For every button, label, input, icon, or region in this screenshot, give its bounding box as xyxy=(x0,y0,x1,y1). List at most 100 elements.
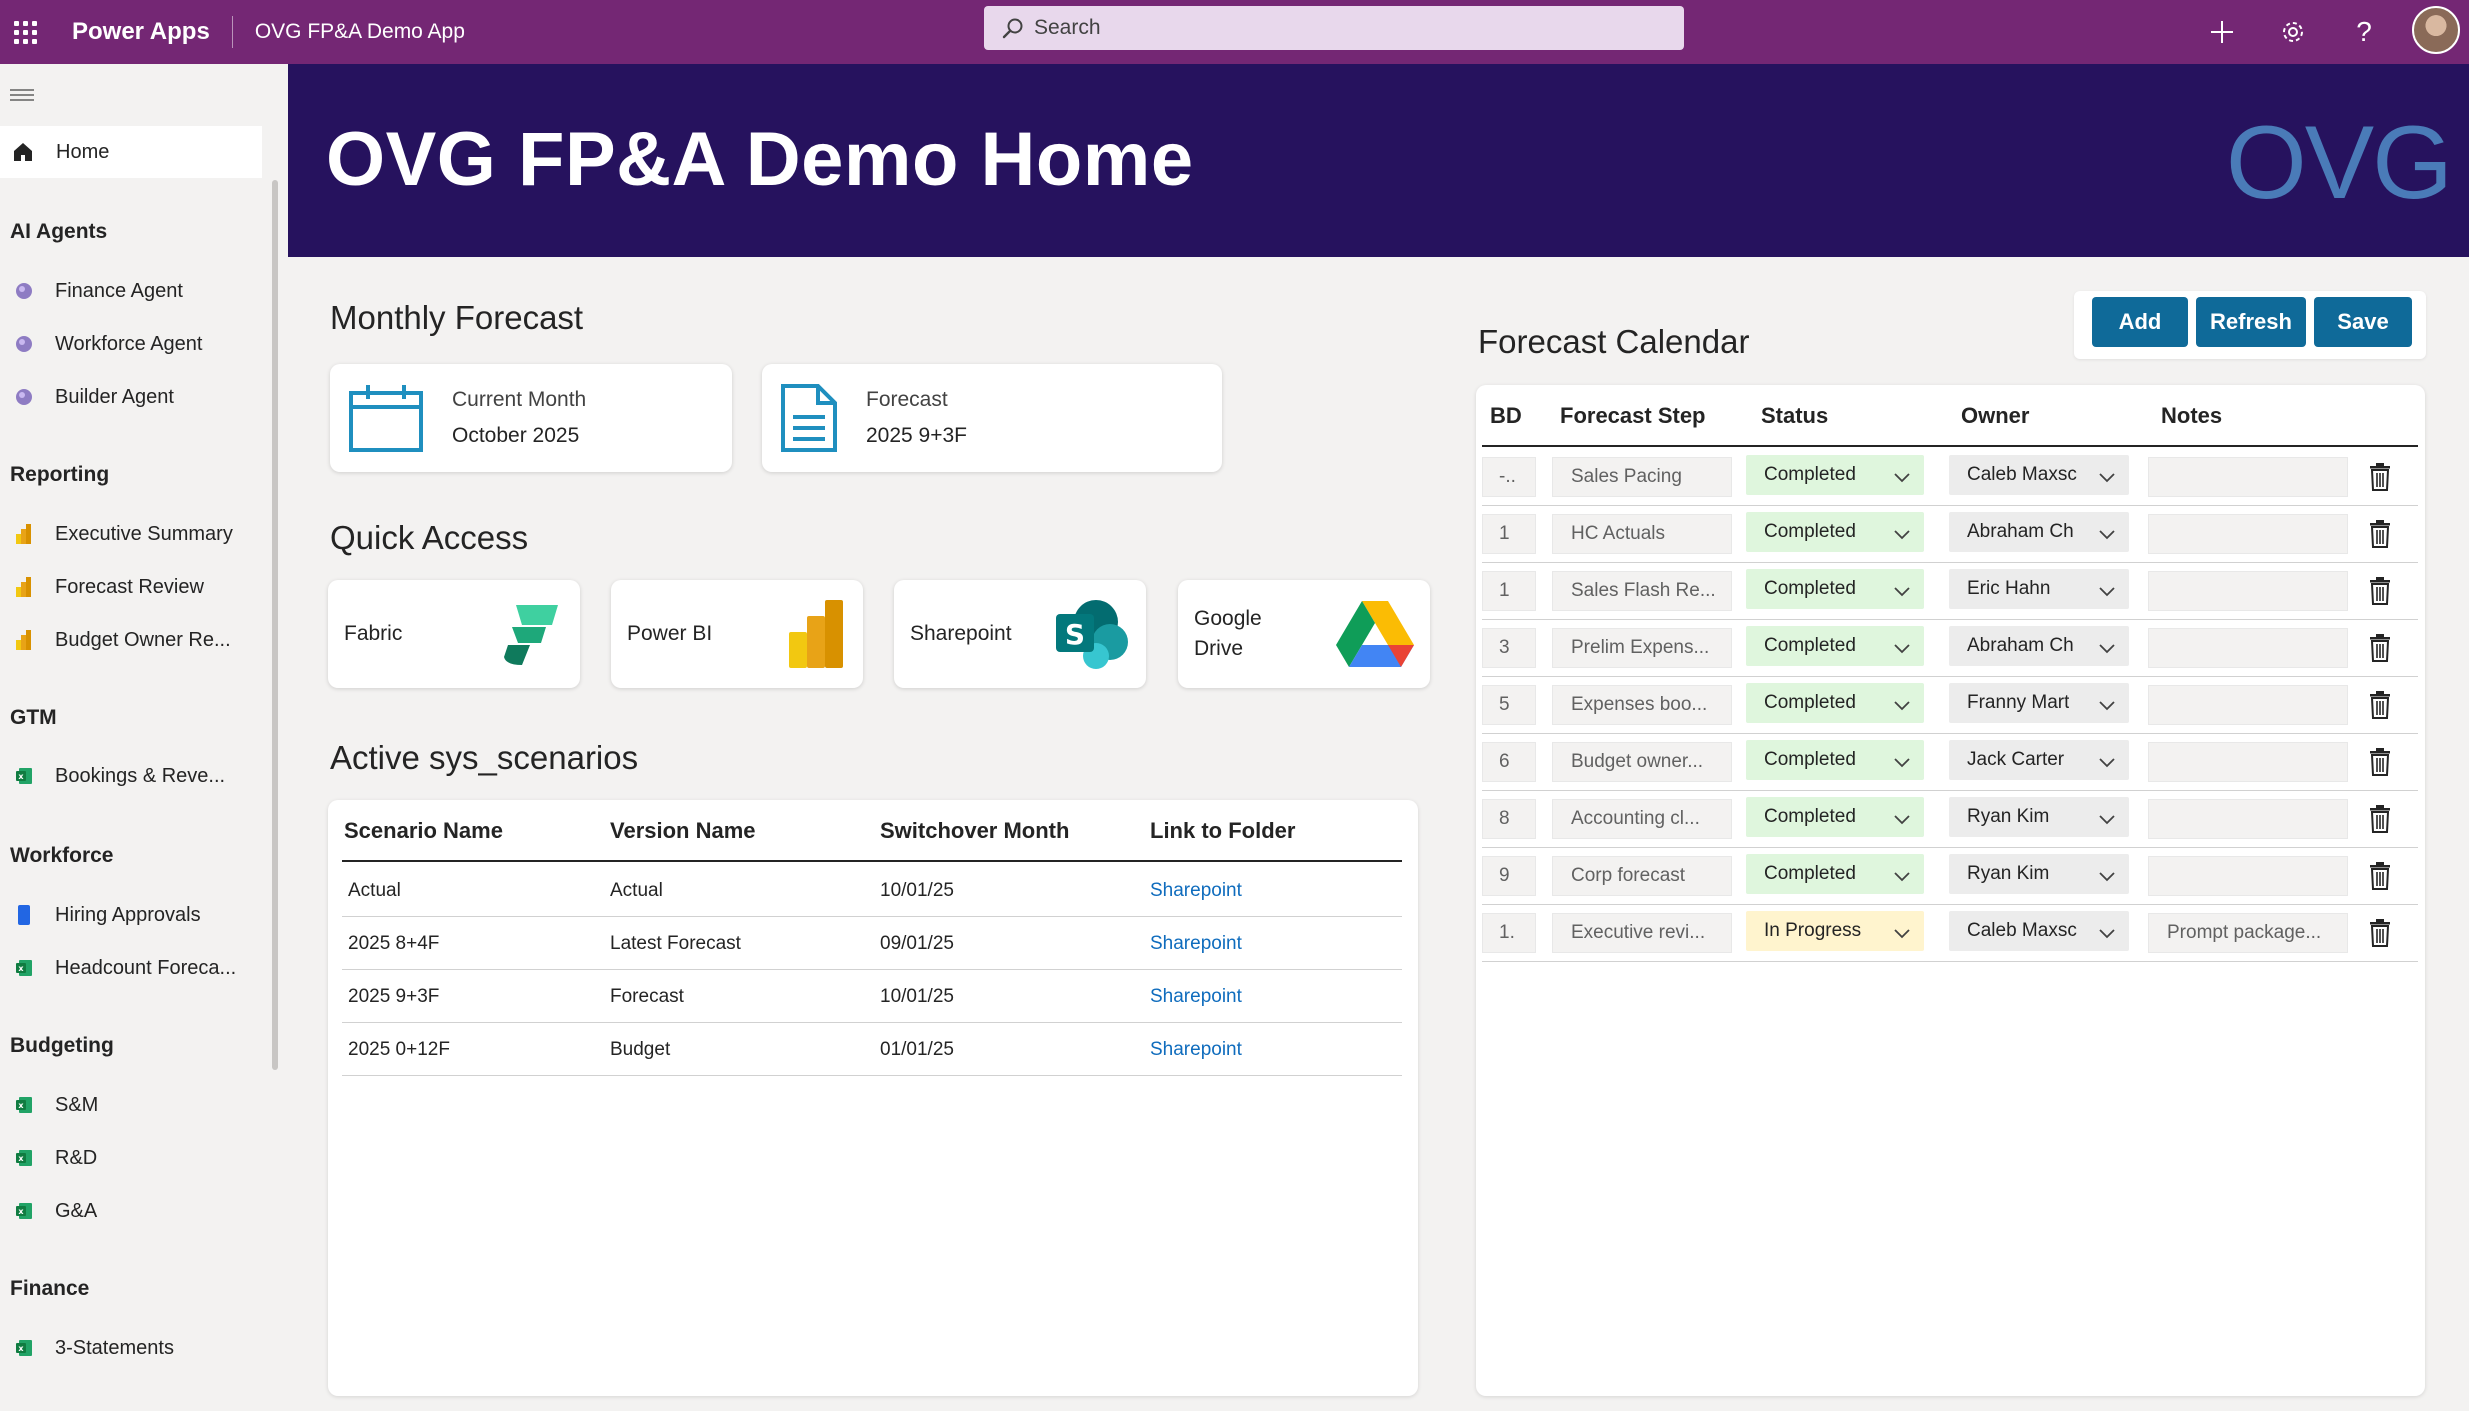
bd-field[interactable]: -.. xyxy=(1482,457,1536,497)
sidebar-item-workforce-agent[interactable]: Workforce Agent xyxy=(0,322,262,366)
notes-field[interactable] xyxy=(2148,571,2348,611)
trash-icon[interactable] xyxy=(2369,520,2391,553)
sidebar-item-budget-owner-review[interactable]: Budget Owner Re... xyxy=(0,618,262,662)
help-icon[interactable]: ? xyxy=(2356,16,2372,47)
status-dropdown[interactable]: Completed xyxy=(1746,740,1924,780)
column-header[interactable]: Version Name xyxy=(610,818,756,843)
trash-icon[interactable] xyxy=(2369,919,2391,952)
table-row[interactable]: 2025 0+12F Budget 01/01/25 Sharepoint xyxy=(342,1023,1402,1076)
forecast-step-field[interactable]: Prelim Expens... xyxy=(1552,628,1732,668)
owner-dropdown[interactable]: Abraham Ch xyxy=(1949,512,2129,552)
search-input[interactable]: Search xyxy=(984,6,1684,50)
refresh-button[interactable]: Refresh xyxy=(2196,297,2306,347)
table-row[interactable]: 6 Budget owner... Completed Jack Carter xyxy=(1482,734,2418,791)
owner-dropdown[interactable]: Abraham Ch xyxy=(1949,626,2129,666)
table-row[interactable]: 2025 9+3F Forecast 10/01/25 Sharepoint xyxy=(342,970,1402,1023)
column-header[interactable]: Scenario Name xyxy=(344,818,503,843)
table-row[interactable]: 1 Sales Flash Re... Completed Eric Hahn xyxy=(1482,563,2418,620)
sidebar-item-forecast-review[interactable]: Forecast Review xyxy=(0,565,262,609)
owner-dropdown[interactable]: Eric Hahn xyxy=(1949,569,2129,609)
trash-icon[interactable] xyxy=(2369,805,2391,838)
avatar[interactable] xyxy=(2412,6,2460,54)
sidebar-item-finance-agent[interactable]: Finance Agent xyxy=(0,269,262,313)
table-row[interactable]: 5 Expenses boo... Completed Franny Mart xyxy=(1482,677,2418,734)
notes-field[interactable] xyxy=(2148,457,2348,497)
quick-access-fabric[interactable]: Fabric xyxy=(328,580,580,688)
gear-icon[interactable] xyxy=(2265,0,2321,64)
hamburger-icon[interactable] xyxy=(10,88,34,102)
quick-access-google-drive[interactable]: Google Drive xyxy=(1178,580,1430,688)
sidebar-item-3-statements[interactable]: x 3-Statements xyxy=(0,1326,262,1370)
sidebar-item-bookings-revenue[interactable]: x Bookings & Reve... xyxy=(0,754,262,798)
column-header[interactable]: Forecast Step xyxy=(1560,403,1706,428)
column-header[interactable]: Status xyxy=(1761,403,1829,428)
trash-icon[interactable] xyxy=(2369,463,2391,496)
forecast-step-field[interactable]: HC Actuals xyxy=(1552,514,1732,554)
trash-icon[interactable] xyxy=(2369,862,2391,895)
sidebar-item-headcount-forecast[interactable]: x Headcount Foreca... xyxy=(0,946,262,990)
notes-field[interactable] xyxy=(2148,685,2348,725)
table-row[interactable]: 9 Corp forecast Completed Ryan Kim xyxy=(1482,848,2418,905)
table-row[interactable]: Actual Actual 10/01/25 Sharepoint xyxy=(342,864,1402,917)
table-row[interactable]: 2025 8+4F Latest Forecast 09/01/25 Share… xyxy=(342,917,1402,970)
bd-field[interactable]: 8 xyxy=(1482,799,1536,839)
forecast-step-field[interactable]: Budget owner... xyxy=(1552,742,1732,782)
waffle-icon[interactable] xyxy=(0,0,50,64)
forecast-step-field[interactable]: Sales Pacing xyxy=(1552,457,1732,497)
bd-field[interactable]: 9 xyxy=(1482,856,1536,896)
add-button[interactable]: Add xyxy=(2092,297,2188,347)
column-header[interactable]: BD xyxy=(1490,403,1522,428)
table-row[interactable]: -.. Sales Pacing Completed Caleb Maxsc xyxy=(1482,449,2418,506)
trash-icon[interactable] xyxy=(2369,577,2391,610)
folder-link[interactable]: Sharepoint xyxy=(1150,1039,1242,1060)
plus-icon[interactable] xyxy=(2194,0,2250,64)
notes-field[interactable] xyxy=(2148,856,2348,896)
column-header[interactable]: Owner xyxy=(1961,403,2030,428)
status-dropdown[interactable]: Completed xyxy=(1746,797,1924,837)
owner-dropdown[interactable]: Caleb Maxsc xyxy=(1949,911,2129,951)
notes-field[interactable] xyxy=(2148,799,2348,839)
bd-field[interactable]: 1 xyxy=(1482,514,1536,554)
notes-field[interactable] xyxy=(2148,742,2348,782)
status-dropdown[interactable]: Completed xyxy=(1746,455,1924,495)
sidebar-item-builder-agent[interactable]: Builder Agent xyxy=(0,375,262,419)
forecast-step-field[interactable]: Expenses boo... xyxy=(1552,685,1732,725)
bd-field[interactable]: 3 xyxy=(1482,628,1536,668)
owner-dropdown[interactable]: Caleb Maxsc xyxy=(1949,455,2129,495)
folder-link[interactable]: Sharepoint xyxy=(1150,986,1242,1007)
bd-field[interactable]: 6 xyxy=(1482,742,1536,782)
notes-field[interactable] xyxy=(2148,628,2348,668)
forecast-step-field[interactable]: Accounting cl... xyxy=(1552,799,1732,839)
forecast-step-field[interactable]: Corp forecast xyxy=(1552,856,1732,896)
sidebar-item-ga[interactable]: x G&A xyxy=(0,1189,262,1233)
forecast-step-field[interactable]: Executive revi... xyxy=(1552,913,1732,953)
status-dropdown[interactable]: In Progress xyxy=(1746,911,1924,951)
bd-field[interactable]: 5 xyxy=(1482,685,1536,725)
brand-name[interactable]: Power Apps xyxy=(72,18,210,45)
folder-link[interactable]: Sharepoint xyxy=(1150,880,1242,901)
notes-field[interactable]: Prompt package... xyxy=(2148,913,2348,953)
quick-access-sharepoint[interactable]: Sharepoint S xyxy=(894,580,1146,688)
trash-icon[interactable] xyxy=(2369,634,2391,667)
column-header[interactable]: Link to Folder xyxy=(1150,818,1296,843)
sidebar-item-executive-summary[interactable]: Executive Summary xyxy=(0,512,262,556)
trash-icon[interactable] xyxy=(2369,748,2391,781)
status-dropdown[interactable]: Completed xyxy=(1746,854,1924,894)
save-button[interactable]: Save xyxy=(2314,297,2412,347)
status-dropdown[interactable]: Completed xyxy=(1746,569,1924,609)
bd-field[interactable]: 1 xyxy=(1482,571,1536,611)
table-row[interactable]: 8 Accounting cl... Completed Ryan Kim xyxy=(1482,791,2418,848)
table-row[interactable]: 1. Executive revi... In Progress Caleb Maxs… xyxy=(1482,905,2418,962)
trash-icon[interactable] xyxy=(2369,691,2391,724)
table-row[interactable]: 3 Prelim Expens... Completed Abraham Ch xyxy=(1482,620,2418,677)
status-dropdown[interactable]: Completed xyxy=(1746,512,1924,552)
sidebar-item-hiring-approvals[interactable]: Hiring Approvals xyxy=(0,893,262,937)
sidebar-item-home[interactable]: Home xyxy=(0,126,262,178)
notes-field[interactable] xyxy=(2148,514,2348,554)
column-header[interactable]: Notes xyxy=(2161,403,2223,428)
quick-access-power-bi[interactable]: Power BI xyxy=(611,580,863,688)
status-dropdown[interactable]: Completed xyxy=(1746,683,1924,723)
owner-dropdown[interactable]: Ryan Kim xyxy=(1949,854,2129,894)
owner-dropdown[interactable]: Jack Carter xyxy=(1949,740,2129,780)
owner-dropdown[interactable]: Franny Mart xyxy=(1949,683,2129,723)
